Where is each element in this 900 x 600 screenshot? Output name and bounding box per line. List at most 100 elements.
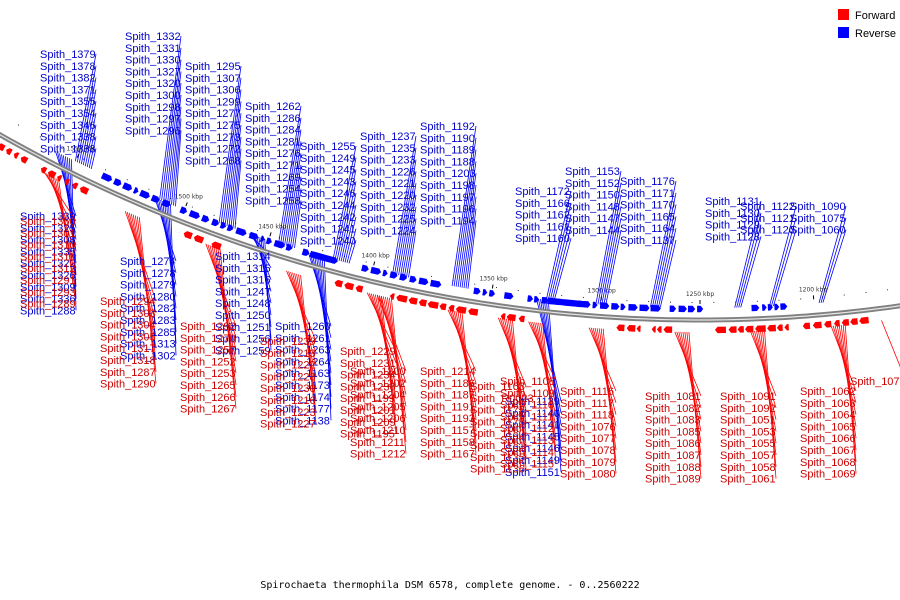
forward-gene-label[interactable]: Spith_1175 [470,405,525,417]
reverse-gene-label[interactable]: Spith_1150 [565,190,620,202]
reverse-gene-label[interactable]: Spith_1332 [125,31,181,43]
reverse-gene-label[interactable]: Spith_1174 [275,392,330,404]
reverse-gene-label[interactable]: Spith_1336 [20,294,76,306]
forward-gene-label[interactable]: Spith_1114 [500,447,554,459]
reverse-gene-label[interactable]: Spith_1170 [620,200,675,212]
reverse-gene-label[interactable]: Spith_1203 [420,168,476,180]
reverse-gene-label[interactable]: Spith_1161 [515,221,570,233]
forward-gene-label[interactable]: Spith_1228 [260,371,316,383]
reverse-gene-label[interactable]: Spith_1273 [185,132,241,144]
reverse-gene-label[interactable]: Spith_1075 [790,213,846,225]
reverse-gene-label[interactable]: Spith_1243 [300,176,356,188]
forward-gene-label[interactable]: Spith_1270 [180,333,236,345]
forward-gene-label[interactable]: Spith_1065 [800,421,856,433]
reverse-gene-label[interactable]: Spith_1315 [215,263,271,275]
reverse-gene-label[interactable]: Spith_1164 [620,223,675,235]
reverse-gene-label[interactable]: Spith_1314 [215,251,271,263]
forward-gene-label[interactable]: Spith_1116 [560,386,614,398]
reverse-gene-label[interactable]: Spith_1338 [40,132,96,144]
reverse-gene-label[interactable]: Spith_1261 [275,333,331,345]
reverse-gene-label[interactable]: Spith_1277 [185,108,241,120]
reverse-gene-label[interactable]: Spith_1280 [120,291,176,303]
reverse-gene-label[interactable]: Spith_1286 [245,113,301,125]
reverse-gene-label[interactable]: Spith_1275 [185,120,241,132]
reverse-gene-label[interactable]: Spith_1232 [360,202,416,214]
forward-gene-label[interactable]: Spith_1091 [720,391,776,403]
forward-gene-label[interactable]: Spith_1210 [350,425,406,437]
forward-gene-label[interactable]: Spith_1077 [560,433,616,445]
forward-gene-label[interactable]: Spith_R0023 [470,393,534,405]
reverse-gene-label[interactable]: Spith_1151 [505,467,560,479]
forward-gene-label[interactable]: Spith_1066 [800,433,856,445]
reverse-gene-label[interactable]: Spith_1296 [125,125,181,137]
reverse-gene-label[interactable]: Spith_1269 [245,172,301,184]
forward-gene-label[interactable]: Spith_1206 [350,413,406,425]
reverse-gene-label[interactable]: Spith_1298 [125,102,181,114]
reverse-gene-label[interactable]: Spith_1162 [515,210,570,222]
reverse-gene-label[interactable]: Spith_1131 [705,196,760,208]
reverse-gene-label[interactable]: Spith_1316 [215,275,271,287]
forward-gene-label[interactable]: Spith_1223 [260,407,316,419]
reverse-gene-label[interactable]: Spith_1060 [790,225,846,237]
reverse-gene-label[interactable]: Spith_1272 [185,144,241,156]
forward-gene-label[interactable]: Spith_1305 [100,331,156,343]
forward-gene-label[interactable]: Spith_1069 [800,469,856,481]
reverse-gene-label[interactable]: Spith_1128 [705,231,760,243]
reverse-gene-label[interactable]: Spith_1254 [245,184,301,196]
reverse-gene-label[interactable]: Spith_1149 [505,455,560,467]
reverse-gene-label[interactable]: Spith_1120 [740,225,795,237]
forward-gene-label[interactable]: Spith_1081 [645,391,701,403]
reverse-gene-label[interactable]: Spith_1283 [120,315,176,327]
reverse-gene-label[interactable]: Spith_1194 [420,215,475,227]
reverse-gene-label[interactable]: Spith_1249 [300,153,356,165]
forward-gene-label[interactable]: Spith_1252 [180,356,236,368]
forward-gene-label[interactable]: Spith_1195 [340,429,395,441]
reverse-gene-label[interactable]: Spith_1339 [20,211,76,223]
reverse-gene-label[interactable]: Spith_1306 [185,85,241,97]
reverse-gene-label[interactable]: Spith_1284 [245,125,301,137]
forward-gene-label[interactable]: Spith_1055 [720,438,776,450]
forward-gene-label[interactable]: Spith_1057 [720,450,776,462]
reverse-gene-label[interactable]: Spith_1176 [620,176,675,188]
forward-gene-label[interactable]: Spith_1205 [350,401,406,413]
forward-gene-label[interactable]: Spith_1082 [645,403,701,415]
reverse-gene-label[interactable]: Spith_1302 [120,350,176,362]
reverse-gene-label[interactable]: Spith_1282 [120,303,176,315]
forward-gene-label[interactable]: Spith_1204 [350,390,406,402]
reverse-gene-label[interactable]: Spith_1378 [40,61,96,73]
forward-gene-label[interactable]: Spith_1187 [420,390,475,402]
reverse-gene-label[interactable]: Spith_1246 [300,188,356,200]
forward-gene-label[interactable]: Spith_1231 [340,358,396,370]
reverse-gene-label[interactable]: Spith_1165 [620,211,675,223]
reverse-gene-label[interactable]: Spith_1256 [215,334,271,346]
forward-gene-label[interactable]: Spith_1201 [340,405,396,417]
forward-gene-label[interactable]: Spith_1317 [100,343,156,355]
reverse-gene-label[interactable]: Spith_1299 [185,96,241,108]
forward-gene-label[interactable]: Spith_1118 [560,410,614,422]
reverse-gene-label[interactable]: Spith_1196 [420,204,475,216]
reverse-gene-label[interactable]: Spith_1260 [275,321,331,333]
reverse-gene-label[interactable]: Spith_1297 [125,114,181,126]
forward-gene-label[interactable]: Spith_1158 [420,437,475,449]
forward-gene-label[interactable]: Spith_1157 [420,425,475,437]
forward-gene-label[interactable]: Spith_1229 [340,346,396,358]
reverse-gene-label[interactable]: Spith_1190 [420,133,475,145]
forward-gene-label[interactable]: Spith_1053 [720,426,776,438]
forward-gene-label[interactable]: Spith_1301 [20,228,76,240]
forward-gene-label[interactable]: Spith_1186 [420,378,475,390]
forward-gene-label[interactable]: Spith_1079 [560,457,616,469]
reverse-gene-label[interactable]: Spith_1221 [360,178,416,190]
forward-gene-label[interactable]: Spith_1136 [470,464,525,476]
forward-gene-label[interactable]: Spith_1111 [500,411,553,423]
reverse-gene-label[interactable]: Spith_1189 [420,145,475,157]
forward-gene-label[interactable]: Spith_1212 [350,449,406,461]
forward-gene-label[interactable]: Spith_1292 [180,321,236,333]
reverse-gene-label[interactable]: Spith_1233 [360,155,416,167]
reverse-gene-label[interactable]: Spith_1247 [215,286,271,298]
reverse-gene-label[interactable]: Spith_1140 [505,408,560,420]
forward-gene-label[interactable]: Spith_1115 [500,459,554,471]
reverse-gene-label[interactable]: Spith_1198 [420,180,475,192]
reverse-gene-label[interactable]: Spith_1122 [740,201,795,213]
reverse-gene-label[interactable]: Spith_1244 [300,200,356,212]
forward-gene-label[interactable]: Spith_1088 [645,462,701,474]
